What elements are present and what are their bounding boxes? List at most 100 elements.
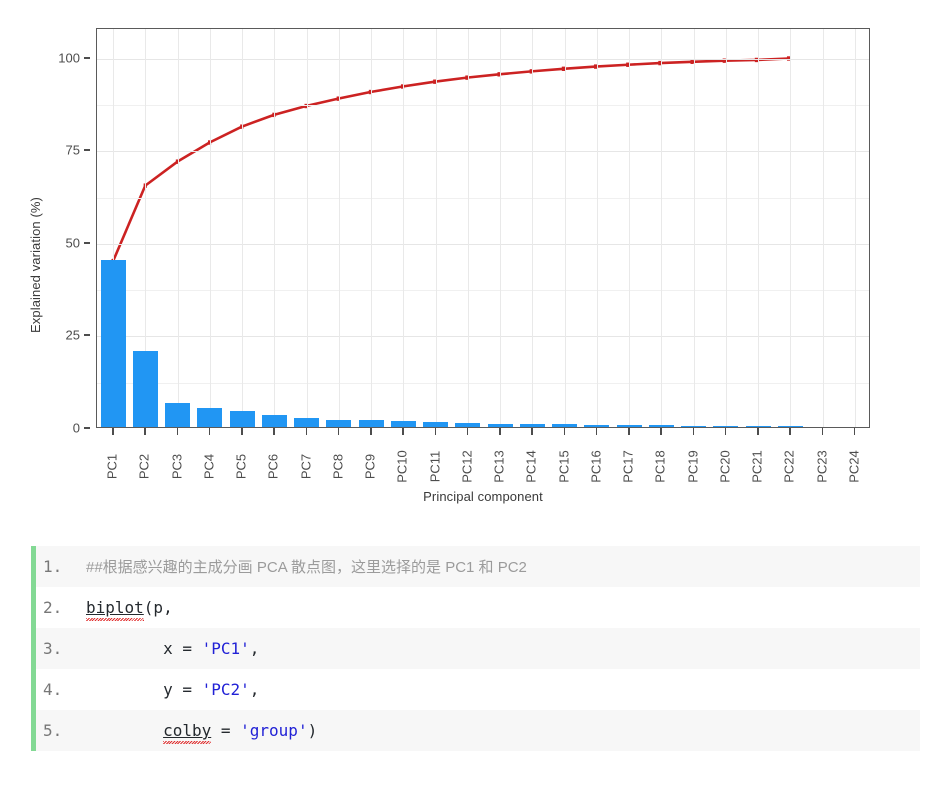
- x-axis-tick-mark: [660, 428, 662, 435]
- line-number: 4.: [43, 680, 63, 699]
- code-source-text: y = 'PC2',: [86, 680, 259, 699]
- line-marker: [143, 183, 147, 188]
- gridline-vertical: [371, 29, 373, 427]
- line-marker: [754, 57, 759, 63]
- gridline-vertical: [693, 29, 695, 427]
- bar: [455, 422, 481, 427]
- x-axis-tick-label: PC17: [620, 450, 636, 483]
- x-axis-tick-mark: [499, 428, 501, 435]
- code-comment-text: ##根据感兴趣的主成分画 PCA 散点图，这里选择的是 PC1 和 PC2: [86, 559, 527, 576]
- bar: [616, 425, 642, 427]
- bar: [713, 425, 739, 427]
- gridline-vertical: [532, 29, 534, 427]
- y-axis-tick-label: 100: [58, 50, 80, 66]
- x-axis-tick-mark: [370, 428, 372, 435]
- y-axis-tick-mark: [84, 334, 90, 337]
- code-token-operator: =: [211, 721, 241, 740]
- bar: [132, 351, 158, 427]
- line-number: 3.: [43, 639, 63, 658]
- code-block: 1. ##根据感兴趣的主成分画 PCA 散点图，这里选择的是 PC1 和 PC2 2…: [31, 546, 920, 751]
- gridline-vertical: [435, 29, 437, 427]
- x-axis-tick-label: PC14: [523, 450, 539, 483]
- x-axis-tick-label: PC16: [588, 450, 604, 483]
- line-marker: [465, 75, 469, 80]
- x-axis-tick-label: PC5: [233, 453, 249, 480]
- x-axis-tick-mark: [112, 428, 114, 435]
- x-axis-tick-label: PC10: [394, 450, 410, 483]
- x-axis-tick-mark: [563, 428, 566, 435]
- y-axis-tick-label: 25: [65, 327, 80, 343]
- bar: [165, 402, 191, 427]
- code-token-punctuation: ): [307, 721, 318, 740]
- code-token-string: 'PC1': [201, 639, 250, 658]
- code-token-punctuation: ,: [249, 639, 260, 658]
- gridline-vertical: [113, 29, 115, 427]
- line-marker: [336, 96, 340, 101]
- bar: [648, 425, 674, 427]
- code-token-punctuation: ,: [249, 680, 260, 699]
- scree-plot-figure: Explained variation (%) 0 25 50 75 100 PC1 PC…: [28, 28, 870, 504]
- bar: [100, 260, 126, 427]
- bar: [229, 411, 255, 427]
- gridline-vertical: [209, 29, 211, 427]
- code-token-string: 'PC2': [201, 680, 250, 699]
- x-axis-tick-label: PC3: [169, 453, 185, 480]
- line-marker: [593, 64, 598, 69]
- code-token-plain: (p,: [143, 598, 173, 617]
- x-axis-tick-label: PC19: [685, 450, 701, 483]
- x-axis-tick-mark: [434, 428, 437, 435]
- gridline-vertical: [661, 29, 663, 427]
- gridline-horizontal: [97, 243, 869, 245]
- x-axis-tick-label: PC18: [652, 450, 668, 483]
- gridline-horizontal-minor: [97, 197, 869, 199]
- x-axis-tick-label: PC21: [749, 450, 765, 483]
- bar: [390, 421, 416, 427]
- x-axis-tick-mark: [241, 428, 243, 435]
- x-axis-tick-mark: [821, 428, 824, 435]
- gridline-horizontal: [97, 58, 869, 60]
- y-axis-tick-label: 75: [65, 142, 80, 158]
- code-line: 4. y = 'PC2',: [36, 669, 920, 710]
- bar: [358, 420, 384, 427]
- gridline-horizontal-minor: [97, 382, 869, 384]
- x-axis-tick-label: PC23: [814, 450, 830, 483]
- x-axis-tick-label: PC4: [201, 453, 217, 480]
- y-axis-tick-mark: [84, 56, 90, 59]
- gridline-horizontal-minor: [97, 104, 869, 106]
- code-source-text: x = 'PC1',: [86, 639, 259, 658]
- line-marker: [626, 62, 630, 67]
- cumulative-variation-line: [111, 56, 791, 264]
- x-axis-tick-label: PC11: [427, 450, 443, 483]
- gridline-vertical: [822, 29, 824, 427]
- x-axis-tick-mark: [337, 428, 340, 435]
- line-number: 1.: [43, 557, 63, 576]
- line-marker: [207, 140, 212, 145]
- x-axis-tick-mark: [692, 428, 695, 435]
- x-axis-tick-mark: [595, 428, 598, 435]
- x-axis-tick-mark: [789, 428, 791, 435]
- x-axis-tick-label: PC13: [491, 450, 507, 483]
- bar: [584, 424, 610, 427]
- bar: [487, 423, 513, 427]
- code-indent: [86, 680, 163, 699]
- x-axis-tick-mark: [144, 428, 146, 435]
- x-axis-tick-label: PC12: [459, 450, 475, 483]
- line-marker: [175, 159, 180, 164]
- code-token-identifier: x: [163, 639, 173, 658]
- bar: [197, 407, 223, 427]
- code-token-identifier: y: [163, 680, 173, 699]
- line-marker: [433, 79, 437, 84]
- x-axis-tick-mark: [724, 428, 727, 435]
- bar: [326, 419, 352, 427]
- x-axis-tick-mark: [466, 428, 469, 435]
- code-token-operator: =: [172, 680, 202, 699]
- x-axis-tick-mark: [176, 428, 179, 435]
- gridline-horizontal: [97, 151, 869, 153]
- gridline-vertical: [145, 29, 147, 427]
- code-line: 1. ##根据感兴趣的主成分画 PCA 散点图，这里选择的是 PC1 和 PC2: [36, 546, 920, 587]
- code-line: 3. x = 'PC1',: [36, 628, 920, 669]
- x-axis-tick-mark: [531, 428, 533, 435]
- gridline-vertical: [758, 29, 760, 427]
- gridline-vertical: [338, 29, 340, 427]
- y-axis-tick-mark: [84, 427, 90, 429]
